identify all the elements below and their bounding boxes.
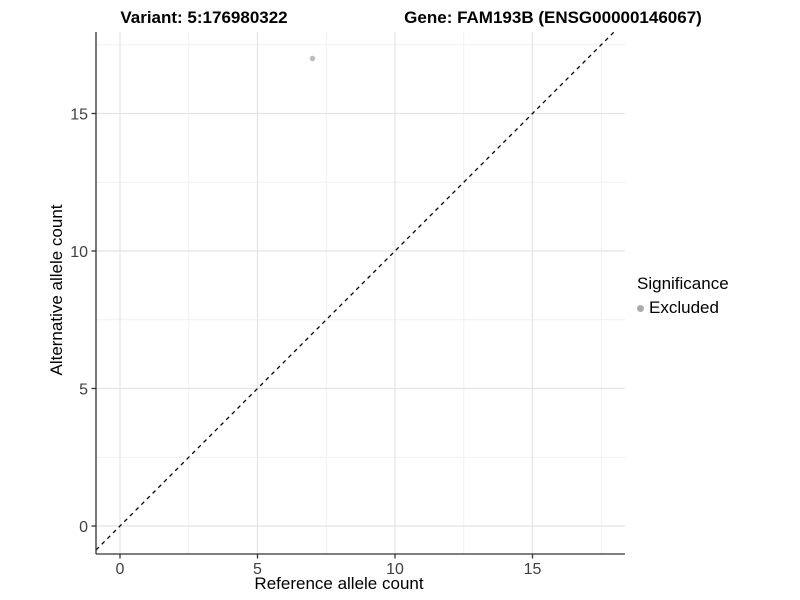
legend-item: Excluded xyxy=(637,298,729,318)
legend-title: Significance xyxy=(637,274,729,293)
y-tick-label: 15 xyxy=(70,107,88,124)
y-tick-label: 10 xyxy=(70,244,88,261)
data-point xyxy=(309,55,316,62)
x-tick-label: 5 xyxy=(253,561,262,578)
x-axis-title: Reference allele count xyxy=(254,574,424,593)
plot-title-gene: Gene: FAM193B (ENSG00000146067) xyxy=(404,8,702,27)
x-tick-label: 15 xyxy=(524,561,542,578)
x-tick-label: 10 xyxy=(386,561,404,578)
legend-item-label: Excluded xyxy=(649,298,719,317)
identity-line xyxy=(95,31,615,551)
legend-point-icon xyxy=(637,304,644,312)
plot-title-variant: Variant: 5:176980322 xyxy=(120,8,288,27)
x-tick-label: 0 xyxy=(116,561,125,578)
y-tick-label: 5 xyxy=(79,382,88,399)
legend: Significance Excluded xyxy=(637,274,729,318)
y-tick-label: 0 xyxy=(79,519,88,536)
